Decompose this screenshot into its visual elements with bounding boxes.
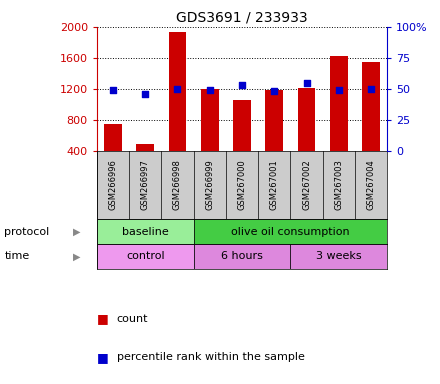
Bar [104,124,122,151]
Bar [136,144,154,151]
Text: ■: ■ [97,351,109,364]
Text: ▶: ▶ [73,252,81,262]
Bar [97,219,194,244]
Text: olive oil consumption: olive oil consumption [231,227,350,237]
Text: 3 weeks: 3 weeks [316,252,362,262]
Bar [169,32,187,151]
Point [367,86,374,92]
Point [303,79,310,86]
Point [174,86,181,92]
Text: GSM267000: GSM267000 [238,160,246,210]
Bar [265,90,283,151]
Bar [330,56,348,151]
Text: GSM266998: GSM266998 [173,159,182,210]
Point [238,82,246,88]
Point [206,87,213,93]
Bar [362,63,380,151]
Bar [201,89,219,151]
Text: baseline: baseline [122,227,169,237]
Bar [194,244,290,269]
Text: count: count [117,314,148,324]
Text: ▶: ▶ [73,227,81,237]
Text: GSM266997: GSM266997 [141,159,150,210]
Text: time: time [4,252,29,262]
Bar [194,219,387,244]
Point [110,87,117,93]
Bar [297,88,315,151]
Text: protocol: protocol [4,227,50,237]
Text: percentile rank within the sample: percentile rank within the sample [117,352,304,362]
Text: GSM267003: GSM267003 [334,159,343,210]
Text: ■: ■ [97,312,109,325]
Text: GSM266996: GSM266996 [108,159,117,210]
Text: GSM267001: GSM267001 [270,160,279,210]
Text: GSM267004: GSM267004 [367,160,376,210]
Point [335,87,342,93]
Text: 6 hours: 6 hours [221,252,263,262]
Text: GSM267002: GSM267002 [302,160,311,210]
Point [142,91,149,97]
Text: GSM266999: GSM266999 [205,160,214,210]
Bar [233,100,251,151]
Point [271,88,278,94]
Title: GDS3691 / 233933: GDS3691 / 233933 [176,10,308,24]
Text: control: control [126,252,165,262]
Bar [97,244,194,269]
Bar [290,244,387,269]
